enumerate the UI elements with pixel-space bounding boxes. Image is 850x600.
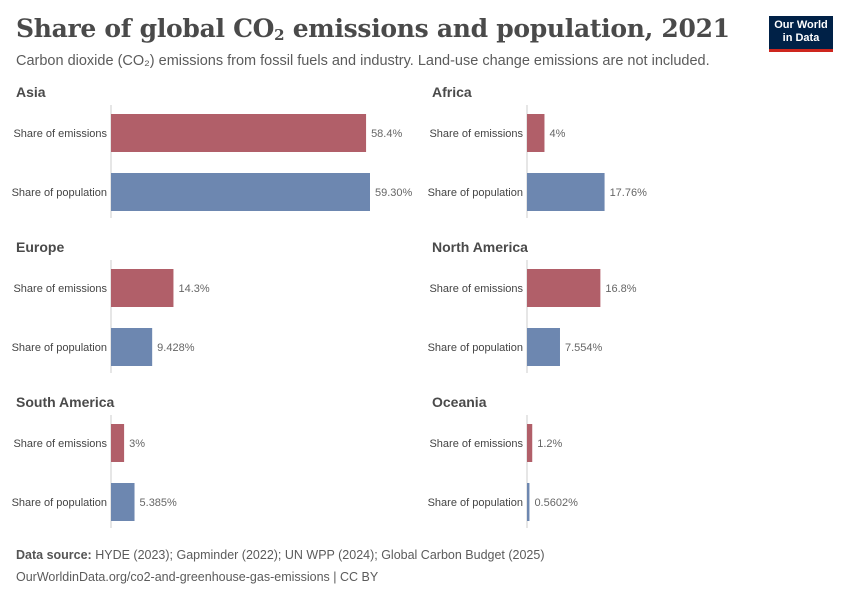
owid-logo[interactable]: Our World in Data bbox=[769, 16, 833, 52]
panel-title-south-america: South America bbox=[16, 394, 114, 410]
value-label: 4% bbox=[549, 128, 565, 140]
category-label: Share of emissions bbox=[429, 438, 523, 450]
value-label: 59.30% bbox=[375, 187, 413, 199]
value-label: 14.3% bbox=[178, 283, 209, 295]
panel-title-asia: Asia bbox=[16, 84, 46, 100]
value-label: 16.8% bbox=[605, 283, 636, 295]
population-bar-north-america bbox=[527, 328, 560, 366]
population-bar-asia bbox=[111, 173, 370, 211]
category-label: Share of population bbox=[12, 187, 107, 199]
category-label: Share of emissions bbox=[13, 128, 107, 140]
value-label: 7.554% bbox=[565, 342, 603, 354]
panel-title-oceania: Oceania bbox=[432, 394, 487, 410]
panel-title-north-america: North America bbox=[432, 239, 528, 255]
category-label: Share of population bbox=[428, 342, 523, 354]
category-label: Share of emissions bbox=[13, 438, 107, 450]
value-label: 17.76% bbox=[610, 187, 648, 199]
emissions-bar-europe bbox=[111, 269, 174, 307]
panel-title-europe: Europe bbox=[16, 239, 64, 255]
emissions-bar-africa bbox=[527, 114, 545, 152]
panel-title-africa: Africa bbox=[432, 84, 472, 100]
emissions-bar-oceania bbox=[527, 424, 533, 462]
data-source: Data source: HYDE (2023); Gapminder (202… bbox=[16, 548, 545, 562]
population-bar-south-america bbox=[111, 483, 135, 521]
value-label: 58.4% bbox=[371, 128, 402, 140]
category-label: Share of emissions bbox=[13, 283, 107, 295]
category-label: Share of population bbox=[12, 342, 107, 354]
population-bar-africa bbox=[527, 173, 605, 211]
value-label: 1.2% bbox=[537, 438, 562, 450]
emissions-bar-north-america bbox=[527, 269, 601, 307]
category-label: Share of population bbox=[12, 497, 107, 509]
chart-title: Share of global CO2 emissions and popula… bbox=[16, 14, 730, 44]
source-url[interactable]: OurWorldinData.org/co2-and-greenhouse-ga… bbox=[16, 570, 379, 584]
chart-subtitle: Carbon dioxide (CO₂) emissions from foss… bbox=[16, 53, 710, 69]
value-label: 9.428% bbox=[157, 342, 195, 354]
category-label: Share of emissions bbox=[429, 128, 523, 140]
value-label: 3% bbox=[129, 438, 145, 450]
population-bar-oceania bbox=[527, 483, 530, 521]
population-bar-europe bbox=[111, 328, 153, 366]
emissions-bar-south-america bbox=[111, 424, 125, 462]
value-label: 5.385% bbox=[140, 497, 178, 509]
value-label: 0.5602% bbox=[534, 497, 578, 509]
emissions-bar-asia bbox=[111, 114, 367, 152]
category-label: Share of emissions bbox=[429, 283, 523, 295]
category-label: Share of population bbox=[428, 187, 523, 199]
category-label: Share of population bbox=[428, 497, 523, 509]
